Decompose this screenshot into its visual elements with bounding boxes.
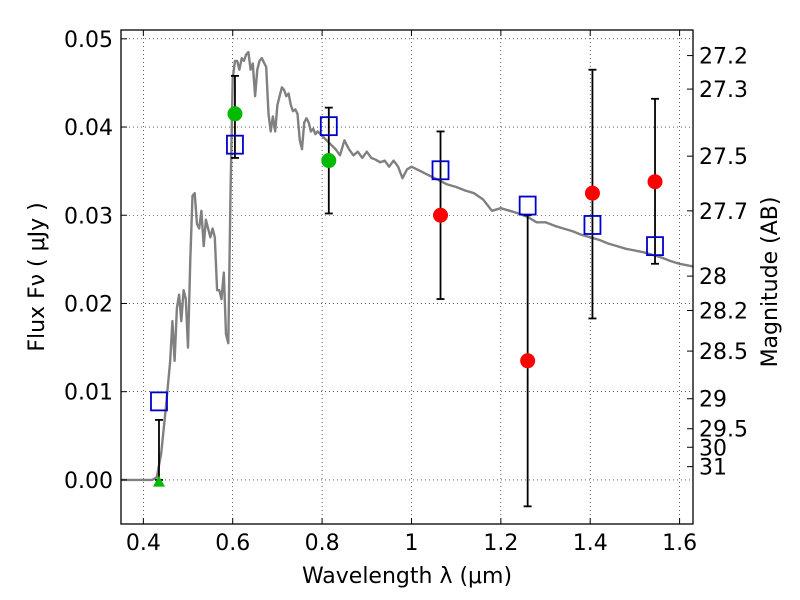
observed-flux-point bbox=[584, 185, 600, 201]
model-spectrum-layer bbox=[121, 50, 694, 482]
y-tick-label: 0.02 bbox=[64, 292, 113, 317]
x-tick-label: 1.4 bbox=[573, 531, 608, 556]
right-tick-label: 28.5 bbox=[699, 340, 748, 365]
model-photometry-square bbox=[150, 391, 168, 412]
x-tick-label: 0.8 bbox=[305, 531, 340, 556]
right-tick-label: 28.2 bbox=[699, 300, 748, 325]
model-photometry-square bbox=[319, 116, 338, 137]
plot-frame bbox=[120, 29, 694, 525]
upper-limit-triangle bbox=[152, 475, 165, 487]
observed-flux-point bbox=[227, 106, 243, 122]
y-tick-label: 0.00 bbox=[64, 469, 113, 494]
model-photometry-square bbox=[583, 215, 602, 235]
y-axis-label: Flux Fν ( μJy ) bbox=[25, 202, 50, 351]
right-tick-label: 27.3 bbox=[699, 78, 748, 103]
model-photometry-square bbox=[431, 160, 450, 181]
model-spectrum-line bbox=[121, 50, 694, 482]
right-tick-label: 29.5 bbox=[699, 418, 748, 443]
x-tick-label: 1.2 bbox=[483, 531, 518, 556]
x-tick-label: 1.6 bbox=[662, 531, 697, 556]
model-photometry-square bbox=[518, 195, 537, 216]
x-tick-label: 1 bbox=[404, 531, 418, 556]
x-tick-label: 0.6 bbox=[215, 531, 250, 556]
right-tick-label: 31 bbox=[699, 456, 727, 481]
observed-flux-point bbox=[520, 353, 536, 369]
right-tick-label: 27.7 bbox=[699, 200, 748, 225]
model-photometry-square bbox=[646, 236, 664, 257]
x-tick-label: 0.4 bbox=[126, 531, 161, 556]
y-tick-label: 0.01 bbox=[64, 381, 113, 406]
y-tick-label: 0.05 bbox=[64, 28, 113, 53]
observed-flux-point bbox=[433, 207, 449, 223]
axes-layer: 0.4 0.6 0.8 1 1.2 1.4 1.6 0.00 0.01 0.02 0.03 0.04 0… bbox=[64, 28, 748, 556]
right-tick-label: 27.5 bbox=[699, 145, 748, 170]
y-axis-right-label: Magnitude (AB) bbox=[758, 197, 783, 368]
right-tick-label: 27.2 bbox=[699, 45, 748, 70]
right-tick-label: 28 bbox=[699, 265, 727, 290]
x-axis-label: Wavelength λ (μm) bbox=[302, 564, 512, 589]
right-tick-label: 30 bbox=[699, 436, 727, 461]
observed-flux-point bbox=[647, 174, 663, 190]
grid bbox=[121, 30, 693, 524]
right-tick-label: 29 bbox=[699, 388, 727, 413]
model-photometry-square bbox=[226, 134, 244, 155]
observed-flux-point bbox=[321, 153, 337, 169]
markers-layer bbox=[150, 106, 664, 487]
y-tick-label: 0.03 bbox=[64, 204, 113, 229]
y-tick-label: 0.04 bbox=[64, 116, 113, 141]
